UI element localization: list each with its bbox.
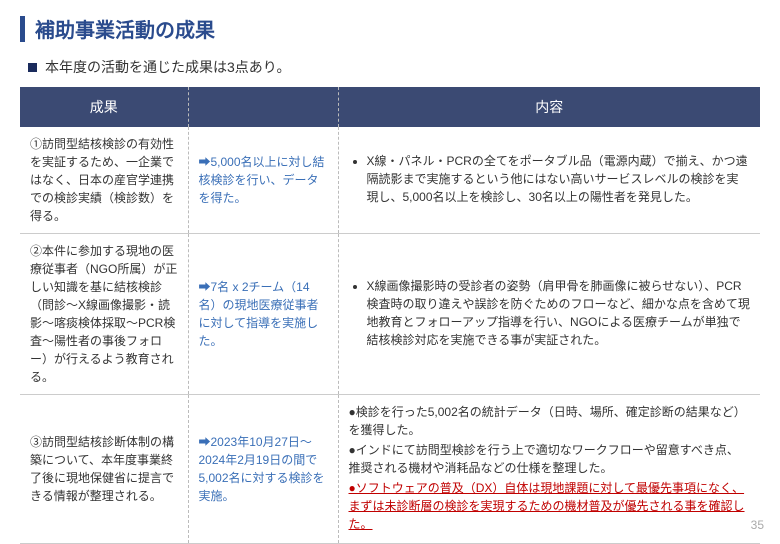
arrow-cell: ➡7名 x 2チーム（14名）の現地医療従事者に対して指導を実施した。 — [188, 234, 338, 395]
detail-list: X線・パネル・PCRの全てをポータブル品（電源内蔵）で揃え、かつ遠隔読影まで実施… — [349, 152, 751, 206]
table-row: ③訪問型結核診断体制の構築について、本年度事業終了後に現地保健省に提言できる情報… — [20, 395, 760, 544]
arrow-text: ➡2023年10月27日～2024年2月19日の間で5,002名に対する検診を実… — [199, 435, 325, 503]
title-accent — [20, 16, 25, 42]
arrow-text: ➡5,000名以上に対し結核検診を行い、データを得た。 — [199, 155, 325, 205]
table-row: ①訪問型結核検診の有効性を実証するため、一企業ではなく、日本の産官学連携での検診… — [20, 127, 760, 234]
table-header-row: 成果 内容 — [20, 87, 760, 127]
outcome-cell: ③訪問型結核診断体制の構築について、本年度事業終了後に現地保健省に提言できる情報… — [20, 395, 188, 544]
detail-cell: X線画像撮影時の受診者の姿勢（肩甲骨を肺画像に被らせない）、PCR検査時の取り違… — [338, 234, 760, 395]
outcome-cell: ②本件に参加する現地の医療従事者（NGO所属）が正しい知識を基に結核検診（問診～… — [20, 234, 188, 395]
arrow-text: ➡7名 x 2チーム（14名）の現地医療従事者に対して指導を実施した。 — [199, 280, 319, 348]
results-table: 成果 内容 ①訪問型結核検診の有効性を実証するため、一企業ではなく、日本の産官学… — [20, 87, 760, 544]
detail-item: ●検診を行った5,002名の統計データ（日時、場所、確定診断の結果など）を獲得し… — [349, 403, 751, 439]
detail-item: ●インドにて訪問型検診を行う上で適切なワークフローや留意すべき点、推奨される機材… — [349, 441, 751, 477]
detail-item: X線画像撮影時の受診者の姿勢（肩甲骨を肺画像に被らせない）、PCR検査時の取り違… — [367, 277, 751, 349]
detail-list: X線画像撮影時の受診者の姿勢（肩甲骨を肺画像に被らせない）、PCR検査時の取り違… — [349, 277, 751, 349]
page-title: 補助事業活動の成果 — [35, 14, 215, 43]
outcome-cell: ①訪問型結核検診の有効性を実証するため、一企業ではなく、日本の産官学連携での検診… — [20, 127, 188, 234]
col-header-arrow — [188, 87, 338, 127]
col-header-outcome: 成果 — [20, 87, 188, 127]
detail-cell: X線・パネル・PCRの全てをポータブル品（電源内蔵）で揃え、かつ遠隔読影まで実施… — [338, 127, 760, 234]
col-header-detail: 内容 — [338, 87, 760, 127]
arrow-cell: ➡5,000名以上に対し結核検診を行い、データを得た。 — [188, 127, 338, 234]
detail-cell: ●検診を行った5,002名の統計データ（日時、場所、確定診断の結果など）を獲得し… — [338, 395, 760, 544]
detail-item-highlight: ●ソフトウェアの普及（DX）自体は現地課題に対して最優先事項になく、まずは未診断… — [349, 479, 751, 533]
detail-list: ●検診を行った5,002名の統計データ（日時、場所、確定診断の結果など）を獲得し… — [349, 403, 751, 533]
table-row: ②本件に参加する現地の医療従事者（NGO所属）が正しい知識を基に結核検診（問診～… — [20, 234, 760, 395]
subtitle-row: 本年度の活動を通じた成果は3点あり。 — [0, 51, 780, 87]
arrow-cell: ➡2023年10月27日～2024年2月19日の間で5,002名に対する検診を実… — [188, 395, 338, 544]
subtitle-text: 本年度の活動を通じた成果は3点あり。 — [45, 57, 291, 77]
detail-item: X線・パネル・PCRの全てをポータブル品（電源内蔵）で揃え、かつ遠隔読影まで実施… — [367, 152, 751, 206]
page-number: 35 — [751, 518, 764, 532]
title-bar: 補助事業活動の成果 — [0, 0, 780, 51]
square-bullet-icon — [28, 63, 37, 72]
